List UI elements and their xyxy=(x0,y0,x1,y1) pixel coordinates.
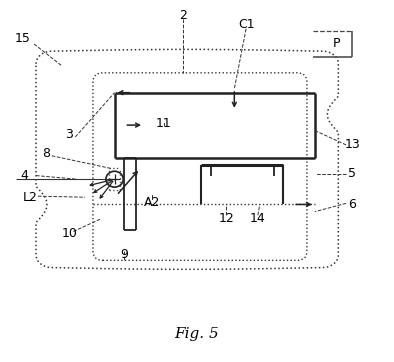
Text: Fig. 5: Fig. 5 xyxy=(175,327,219,341)
Text: A2: A2 xyxy=(144,196,160,209)
Text: 14: 14 xyxy=(250,212,266,226)
Text: 4: 4 xyxy=(20,169,28,182)
Text: P: P xyxy=(333,38,340,50)
Text: 6: 6 xyxy=(348,198,356,211)
Text: 2: 2 xyxy=(179,9,187,22)
Text: 11: 11 xyxy=(156,117,171,130)
Text: 13: 13 xyxy=(344,138,360,151)
Text: 10: 10 xyxy=(61,227,77,240)
Text: 12: 12 xyxy=(219,212,234,226)
Text: L2: L2 xyxy=(23,191,37,204)
Text: 5: 5 xyxy=(348,167,356,180)
Text: 3: 3 xyxy=(65,128,73,140)
Text: 8: 8 xyxy=(42,147,50,160)
Text: C1: C1 xyxy=(238,18,255,31)
Text: 9: 9 xyxy=(121,248,128,261)
Text: 15: 15 xyxy=(14,32,30,45)
